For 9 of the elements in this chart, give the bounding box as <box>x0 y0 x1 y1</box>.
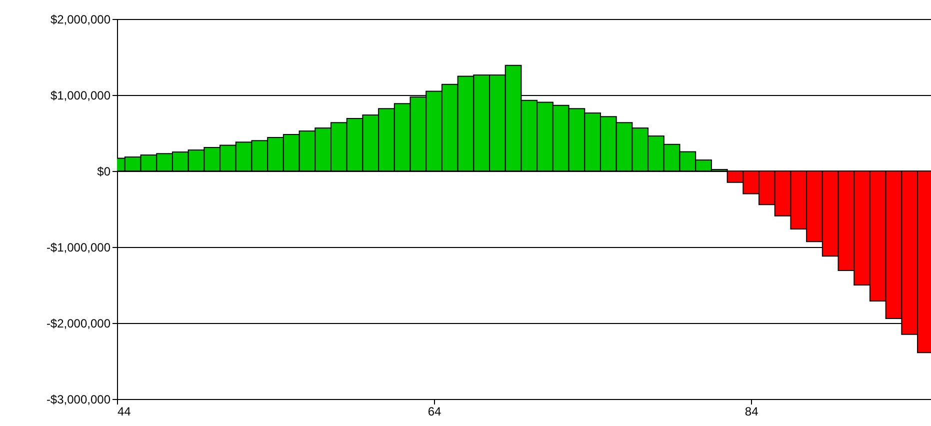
x-tick-label: 84 <box>744 404 759 418</box>
y-tick-label: -$2,000,000 <box>46 316 111 330</box>
y-tick-label: -$3,000,000 <box>46 392 111 406</box>
y-tick-label: -$1,000,000 <box>46 240 111 254</box>
x-tick-label: 44 <box>118 404 132 418</box>
y-tick-label: $1,000,000 <box>50 88 111 102</box>
y-tick-label: $0 <box>97 164 111 178</box>
y-tick-label: $2,000,000 <box>50 12 111 26</box>
x-tick-label: 64 <box>428 404 442 418</box>
